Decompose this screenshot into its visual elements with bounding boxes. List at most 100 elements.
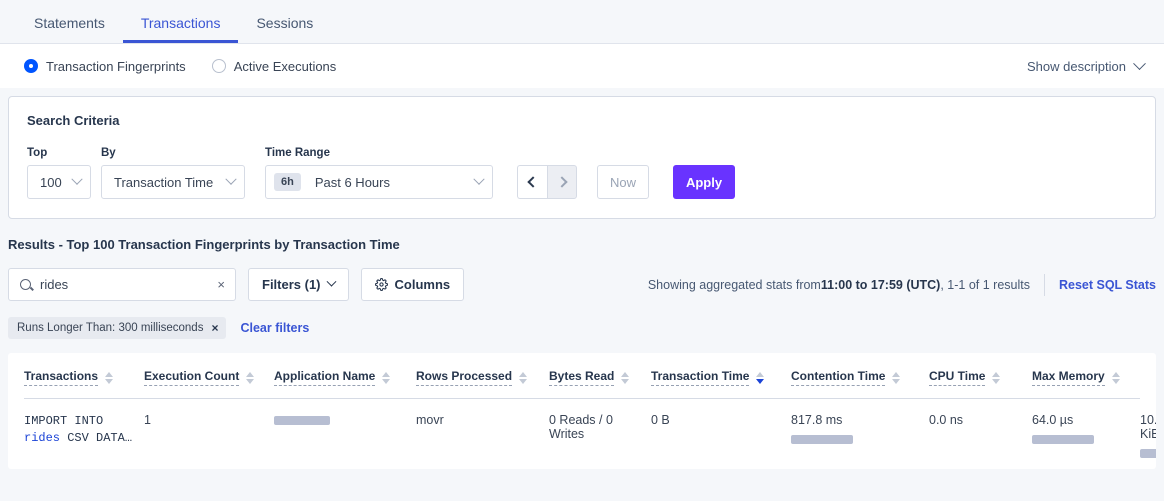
sort-toggle-transaction-time[interactable] [756,371,765,384]
cell-contention-time: 0.0 ns [929,398,1032,469]
sort-asc-icon [756,371,765,377]
by-select[interactable]: Transaction Time [101,165,245,199]
cell-execution-count-bar [274,398,416,469]
sort-desc-icon [992,378,1001,384]
filters-button[interactable]: Filters (1) [248,268,349,301]
reset-sql-stats-link[interactable]: Reset SQL Stats [1058,277,1156,292]
sort-toggle-bytes-read[interactable] [621,371,630,384]
column-header-contention-time: Contention Time [791,353,929,399]
tab-sessions[interactable]: Sessions [256,15,314,31]
cell-transaction: IMPORT INTO rides CSV DATA… [24,398,144,469]
sort-desc-icon [892,378,901,384]
clear-filters-link[interactable]: Clear filters [240,321,310,335]
execution-count-bar [274,416,330,425]
column-header-transactions: Transactions [24,353,144,399]
chevron-down-icon [1133,56,1146,70]
top-label: Top [27,147,48,159]
transaction-search-match: rides [24,431,61,445]
radio-transaction-fingerprints[interactable]: Transaction Fingerprints [24,59,186,74]
cell-execution-count: 1 [144,398,274,469]
chevron-right-icon [556,176,568,188]
column-label[interactable]: Bytes Read [549,369,615,386]
sort-desc-icon-active [756,378,765,384]
sort-desc-icon [246,378,255,384]
active-filters-row: Runs Longer Than: 300 milliseconds × Cle… [8,317,1156,339]
by-label: By [101,147,116,159]
time-range-select[interactable]: 6h Past 6 Hours [265,165,493,199]
page-body: Search Criteria Top 100 By Transaction T… [0,88,1164,469]
sort-toggle-max-memory[interactable] [1111,371,1120,384]
columns-label: Columns [394,277,451,292]
search-criteria-title: Search Criteria [27,113,120,128]
sort-toggle-transactions[interactable] [105,371,114,384]
sort-asc-icon [1111,371,1120,377]
close-icon[interactable]: × [211,321,219,335]
column-label[interactable]: Execution Count [144,369,240,386]
showing-suffix: , 1-1 of 1 results [940,277,1030,292]
next-time-button[interactable] [547,165,577,199]
table-row[interactable]: IMPORT INTO rides CSV DATA… 1 movr 0 [24,398,1156,469]
sort-asc-icon [621,371,630,377]
transaction-fingerprint-link[interactable]: IMPORT INTO rides CSV DATA… [24,413,144,447]
cpu-time-bar [1032,435,1094,444]
column-label[interactable]: Rows Processed [416,369,513,386]
gear-icon [374,278,388,291]
sort-toggle-execution-count[interactable] [246,371,255,384]
show-description-toggle[interactable]: Show description [1027,56,1146,74]
sort-toggle-cpu-time[interactable] [992,371,1001,384]
sort-toggle-rows-processed[interactable] [519,371,528,384]
table-header-row: Transactions Execution Count Application… [24,353,1140,399]
showing-range: 11:00 to 17:59 (UTC) [820,277,941,292]
column-label[interactable]: Transactions [24,369,99,386]
sort-toggle-contention-time[interactable] [892,371,901,384]
tab-statements[interactable]: Statements [34,15,105,31]
column-header-execution-count: Execution Count [144,353,274,399]
column-label[interactable]: Transaction Time [651,369,750,386]
column-header-transaction-time: Transaction Time [651,353,791,399]
now-button[interactable]: Now [597,165,649,199]
transaction-time-bar [791,435,853,444]
sort-desc-icon [1111,378,1120,384]
columns-button[interactable]: Columns [360,268,465,301]
radio-active-executions[interactable]: Active Executions [211,59,336,74]
tab-transactions[interactable]: Transactions [122,15,239,43]
chevron-down-icon [326,276,336,287]
previous-time-button[interactable] [517,165,547,199]
time-range-value: Past 6 Hours [314,174,390,190]
filter-chip-runs-longer-than[interactable]: Runs Longer Than: 300 milliseconds × [8,317,227,339]
column-label[interactable]: Contention Time [791,369,886,386]
column-label[interactable]: CPU Time [929,369,986,386]
show-description-label: Show description [1027,58,1126,74]
top-field: Top 100 [27,147,91,199]
results-title: Results - Top 100 Transaction Fingerprin… [8,237,400,252]
clear-search-icon[interactable]: × [217,277,225,292]
apply-button[interactable]: Apply [673,165,735,199]
filter-chip-label: Runs Longer Than: 300 milliseconds [17,322,204,334]
sort-toggle-application-name[interactable] [382,371,391,384]
top-select[interactable]: 100 [27,165,91,199]
column-label[interactable]: Max Memory [1032,369,1105,386]
column-label[interactable]: Application Name [274,369,376,386]
filters-label: Filters (1) [262,277,321,292]
cell-cpu-time: 64.0 µs [1032,398,1140,469]
results-toolbar: rides × Filters (1) Columns Showing aggr… [8,268,1156,301]
view-mode-bar: Transaction Fingerprints Active Executio… [0,44,1164,88]
chevron-left-icon [526,176,539,188]
sort-asc-icon [519,371,528,377]
chevron-down-icon [225,173,237,185]
cpu-time-value: 64.0 µs [1032,413,1074,427]
time-range-badge: 6h [274,173,301,191]
sort-desc-icon [105,378,114,384]
cell-transaction-time: 817.8 ms [791,398,929,469]
cell-application-name: movr [416,398,549,469]
table-body: IMPORT INTO rides CSV DATA… 1 movr 0 [24,398,1156,469]
radio-icon-selected [24,59,38,73]
showing-prefix: Showing aggregated stats from [647,277,821,292]
chevron-down-icon [71,173,83,185]
table-head: Transactions Execution Count Application… [24,353,1140,399]
results-table-container: Transactions Execution Count Application… [8,353,1156,469]
by-field: By Transaction Time [101,147,245,199]
execution-count-value: 1 [144,413,151,427]
rows-processed-value: 0 Reads / 0 Writes [549,413,613,441]
search-input[interactable]: rides × [8,268,236,301]
